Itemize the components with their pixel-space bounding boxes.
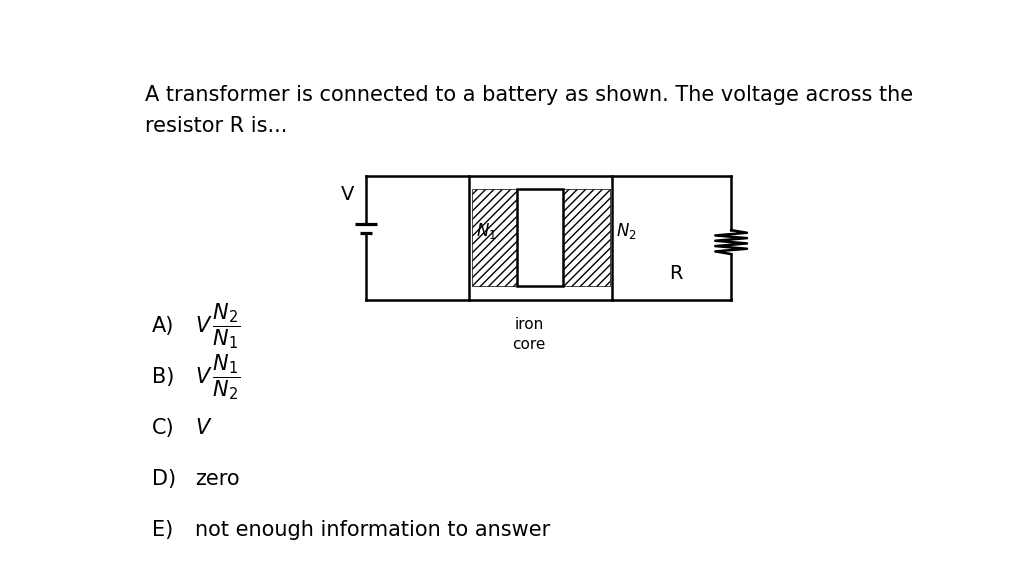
Text: C): C) [152, 418, 174, 438]
Text: V: V [341, 185, 354, 204]
Bar [469, 176, 612, 300]
Text: iron
core: iron core [512, 317, 546, 353]
Bar [472, 189, 517, 286]
Text: $N_2$: $N_2$ [616, 221, 637, 241]
Bar [517, 189, 563, 286]
Text: E): E) [152, 520, 173, 540]
Text: D): D) [152, 469, 176, 490]
Text: $V\,\dfrac{N_2}{N_1}$: $V\,\dfrac{N_2}{N_1}$ [196, 301, 241, 351]
Text: resistor R is...: resistor R is... [145, 116, 288, 136]
Text: A transformer is connected to a battery as shown. The voltage across the: A transformer is connected to a battery … [145, 85, 913, 105]
Text: A): A) [152, 316, 174, 336]
Text: not enough information to answer: not enough information to answer [196, 520, 551, 540]
Bar [563, 189, 609, 286]
Text: zero: zero [196, 469, 240, 490]
Text: $V$: $V$ [196, 418, 213, 438]
Text: $N_1$: $N_1$ [475, 221, 497, 241]
Text: B): B) [152, 367, 174, 388]
Text: $V\,\dfrac{N_1}{N_2}$: $V\,\dfrac{N_1}{N_2}$ [196, 353, 241, 402]
Text: R: R [669, 264, 682, 283]
